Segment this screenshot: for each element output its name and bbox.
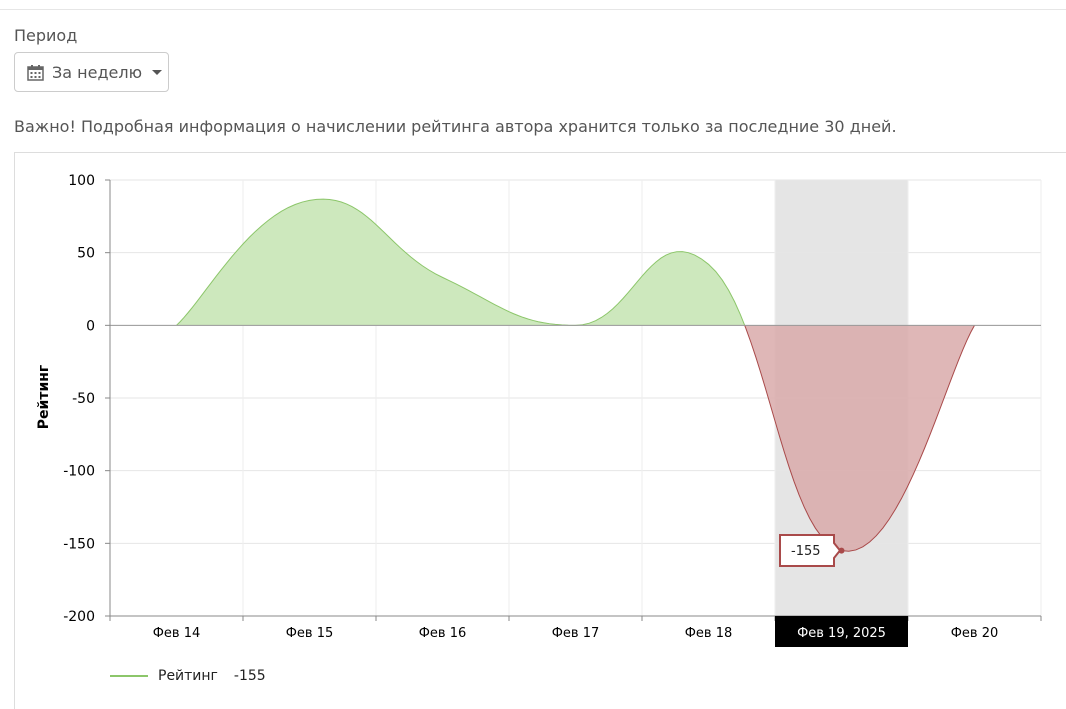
- x-tick-label: Фев 16: [419, 626, 467, 641]
- tooltip-value: -155: [791, 544, 821, 559]
- x-tick-label: Фев 15: [286, 626, 334, 641]
- top-divider: [0, 9, 1066, 10]
- y-axis-ticks: 100 50 0 -50 -100 -150 -200: [63, 173, 110, 625]
- chart-panel: [14, 152, 1066, 709]
- negative-line: [744, 325, 975, 552]
- y-tick-label: 100: [68, 173, 95, 189]
- x-tick-label-highlighted: Фев 19, 2025: [797, 626, 886, 641]
- chart-legend[interactable]: Рейтинг -155: [110, 668, 266, 684]
- y-tick-label: 0: [86, 318, 95, 334]
- legend-series-name: Рейтинг: [158, 668, 218, 684]
- y-tick-label: -150: [63, 536, 95, 552]
- x-tick-highlight-bg: [775, 616, 908, 647]
- value-tooltip: -155: [779, 534, 842, 567]
- data-point[interactable]: [838, 547, 845, 554]
- tooltip-box: [779, 534, 842, 567]
- calendar-icon: [27, 64, 44, 81]
- y-tick-label: -50: [72, 391, 95, 407]
- y-tick-label: 50: [77, 246, 95, 262]
- negative-area: [744, 325, 975, 552]
- positive-area: [176, 199, 975, 326]
- x-tick-label: Фев 14: [153, 626, 201, 641]
- info-notice: Важно! Подробная информация о начислении…: [14, 117, 897, 136]
- period-label: Период: [14, 26, 78, 45]
- period-dropdown[interactable]: За неделю: [14, 52, 169, 92]
- x-tick-label: Фев 20: [951, 626, 999, 641]
- y-tick-label: -100: [63, 464, 95, 480]
- x-axis-ticks: Фев 14 Фев 15 Фев 16 Фев 17 Фев 18 Фев 19, 20…: [109, 616, 1042, 647]
- legend-swatch: [110, 675, 148, 677]
- x-tick-label: Фев 18: [685, 626, 733, 641]
- chevron-down-icon: [152, 69, 163, 75]
- positive-line: [176, 198, 746, 326]
- period-dropdown-value: За неделю: [52, 62, 143, 82]
- x-tick-label: Фев 17: [552, 626, 600, 641]
- y-axis-label: Рейтинг: [36, 365, 52, 429]
- y-tick-label: -200: [63, 609, 95, 625]
- legend-series-value: -155: [233, 668, 266, 684]
